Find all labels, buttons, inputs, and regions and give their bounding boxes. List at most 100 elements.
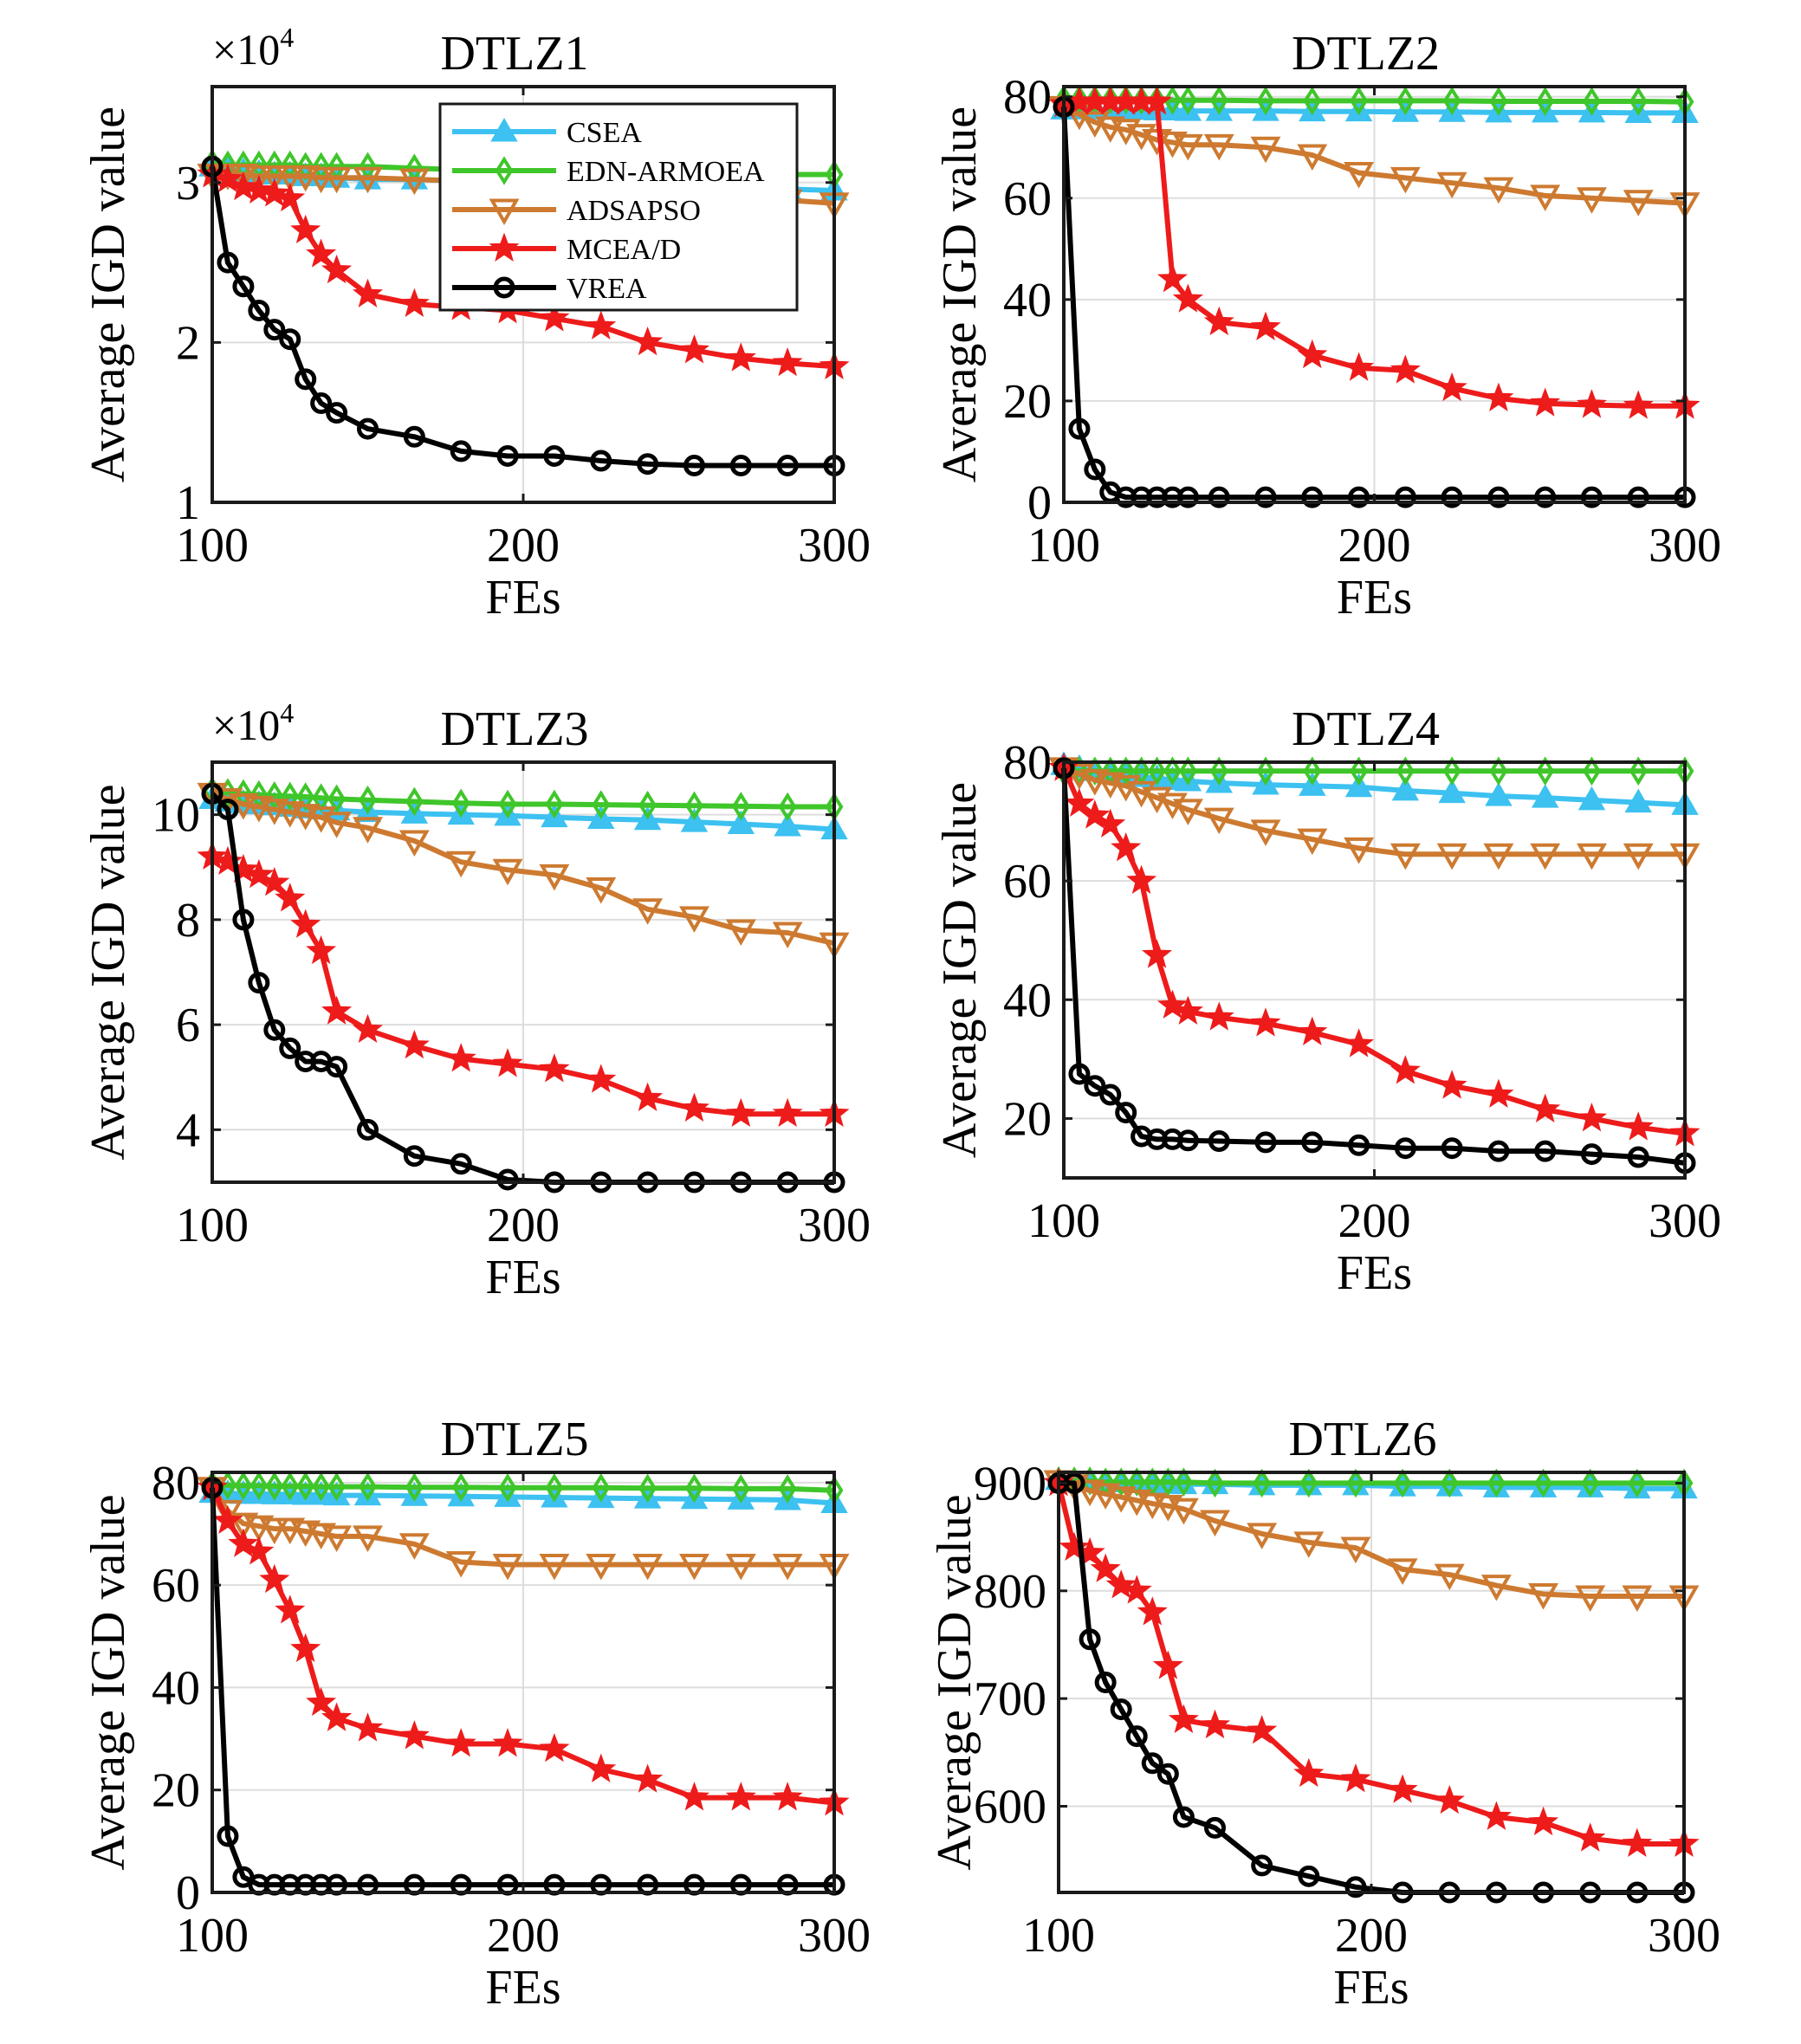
legend-marker — [489, 198, 520, 226]
data-point — [228, 171, 259, 201]
data-point — [498, 1472, 517, 1503]
data-point — [310, 392, 333, 415]
data-point — [1105, 1569, 1137, 1599]
data-point — [326, 1056, 348, 1078]
data-point — [729, 455, 752, 477]
data-point — [1442, 86, 1461, 116]
data-point — [1576, 1102, 1607, 1132]
data-point — [321, 1525, 353, 1552]
data-point — [1627, 1146, 1649, 1168]
data-point — [1156, 989, 1188, 1019]
y-tick-label: 0 — [1027, 476, 1052, 530]
data-point — [725, 1782, 756, 1811]
x-tick-label: 300 — [798, 1909, 871, 1963]
x-tick-label: 200 — [1338, 1194, 1411, 1248]
data-point — [1068, 417, 1091, 440]
data-point — [678, 1782, 709, 1811]
data-point — [327, 784, 347, 814]
data-point — [1293, 1757, 1325, 1788]
legend-marker — [495, 156, 514, 185]
data-point — [1441, 1137, 1463, 1160]
data-point — [1070, 84, 1089, 114]
data-point — [353, 817, 383, 844]
data-point — [772, 346, 803, 377]
data-point — [1099, 1083, 1122, 1106]
data-point — [1204, 1816, 1226, 1839]
data-point — [1293, 1531, 1325, 1558]
data-point — [1623, 1111, 1654, 1141]
data-point — [492, 1728, 523, 1757]
data-point — [1117, 85, 1136, 115]
data-point — [492, 1553, 523, 1581]
data-point — [1340, 1763, 1371, 1793]
data-point — [1297, 144, 1328, 171]
y-tick-label: 2 — [176, 316, 200, 370]
data-point — [1536, 87, 1555, 116]
data-point — [321, 1702, 353, 1731]
data-point — [1624, 788, 1652, 813]
data-point — [725, 1097, 756, 1128]
y-tick-label: 40 — [1003, 973, 1052, 1027]
data-point — [275, 1594, 306, 1624]
data-point — [1344, 352, 1375, 381]
data-point — [776, 455, 799, 477]
y-tick-label: 60 — [1003, 172, 1052, 226]
data-point — [592, 790, 611, 819]
data-point — [1346, 1468, 1365, 1498]
data-point — [1126, 864, 1157, 895]
data-point — [359, 1472, 377, 1502]
data-point — [1111, 1467, 1130, 1497]
data-point — [1250, 819, 1281, 846]
data-point — [326, 402, 348, 424]
data-point — [398, 168, 430, 196]
data-point — [1127, 1467, 1146, 1497]
data-point — [1209, 86, 1228, 115]
data-point — [1396, 86, 1415, 116]
data-point — [1152, 1650, 1183, 1679]
data-point — [1623, 843, 1654, 870]
multiplier-base: ×10 — [212, 25, 280, 74]
data-point — [1629, 87, 1648, 116]
data-point — [1387, 1774, 1418, 1803]
multiplier-exponent: 4 — [280, 697, 294, 728]
data-point — [1483, 843, 1514, 870]
data-point — [217, 251, 239, 274]
data-point — [1256, 756, 1275, 786]
data-point — [232, 909, 255, 931]
series-adsapso — [197, 1477, 850, 1581]
data-point — [727, 810, 755, 835]
data-point — [1111, 831, 1142, 862]
legend-entry-edn-armoea: EDN-ARMOEA — [452, 156, 765, 188]
data-point — [243, 165, 275, 192]
data-point — [1117, 756, 1136, 786]
data-point — [306, 935, 337, 965]
data-point — [451, 1472, 470, 1502]
data-point — [678, 1092, 709, 1122]
data-point — [1168, 1704, 1199, 1733]
data-point — [290, 214, 321, 244]
data-point — [725, 919, 756, 947]
data-point — [494, 1483, 522, 1507]
data-point — [1489, 87, 1508, 116]
legend-label: CSEA — [567, 117, 642, 149]
x-tick-label: 200 — [1335, 1909, 1408, 1963]
data-point — [263, 1019, 286, 1041]
data-point — [725, 342, 756, 372]
data-point — [1436, 171, 1467, 199]
data-point — [1158, 1467, 1177, 1497]
chart-title: DTLZ5 — [440, 1413, 588, 1466]
data-point — [539, 1732, 570, 1763]
data-point — [1168, 1497, 1199, 1525]
data-point — [275, 182, 306, 212]
series-mcea-d — [1043, 1466, 1700, 1857]
data-point — [445, 1043, 476, 1072]
legend-entry-adsapso: ADSAPSO — [452, 195, 701, 227]
data-point — [1084, 1075, 1106, 1097]
data-point — [1483, 382, 1514, 411]
data-point — [1121, 1575, 1152, 1604]
data-point — [1299, 1468, 1318, 1498]
y-tick-label: 40 — [152, 1661, 200, 1715]
data-point — [1480, 1801, 1512, 1830]
data-point — [1174, 1467, 1193, 1497]
data-point — [281, 1472, 300, 1501]
